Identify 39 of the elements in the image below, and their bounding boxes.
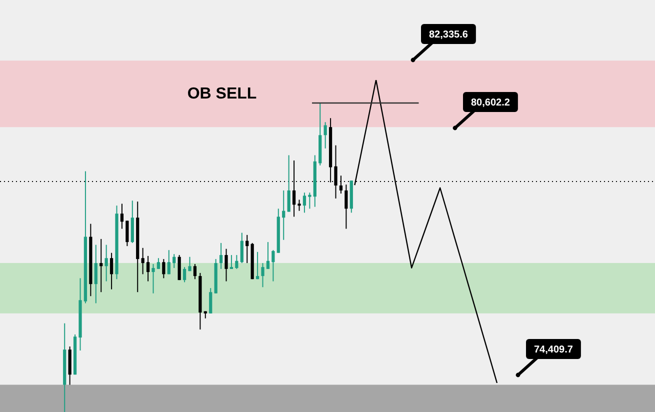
candlestick bbox=[230, 254, 234, 270]
candlestick bbox=[235, 254, 238, 270]
candlestick bbox=[219, 242, 223, 270]
candlestick bbox=[344, 184, 348, 230]
candlestick bbox=[104, 244, 108, 282]
candlestick bbox=[100, 238, 103, 293]
candlestick bbox=[209, 288, 212, 314]
candlestick bbox=[261, 262, 264, 288]
candlestick bbox=[172, 254, 176, 269]
candlestick bbox=[146, 255, 150, 282]
candlestick bbox=[287, 154, 290, 212]
text: 74,409.7 bbox=[534, 344, 574, 356]
band-label: OB SELL bbox=[187, 85, 257, 102]
candlestick bbox=[141, 247, 144, 275]
candlestick bbox=[272, 250, 275, 282]
annotation: 80,602.2 bbox=[470, 97, 510, 108]
candlestick bbox=[152, 263, 155, 294]
candlestick bbox=[224, 248, 228, 282]
candlestick bbox=[240, 232, 244, 264]
candlestick bbox=[162, 258, 166, 279]
candlestick bbox=[188, 256, 192, 272]
candlestick bbox=[298, 199, 301, 212]
candlestick bbox=[266, 242, 270, 270]
candlestick bbox=[302, 192, 306, 214]
candlestick bbox=[110, 252, 114, 290]
candlestick bbox=[182, 266, 186, 283]
candlestick bbox=[120, 203, 124, 230]
candlestick bbox=[256, 251, 260, 280]
candlestick bbox=[246, 234, 249, 264]
candlestick bbox=[324, 122, 327, 149]
candlestick bbox=[193, 263, 197, 280]
text: 82,335.6 bbox=[428, 29, 468, 40]
candlestick bbox=[282, 190, 286, 240]
candlestick bbox=[178, 254, 181, 281]
candlestick bbox=[156, 258, 160, 270]
candlestick bbox=[308, 192, 312, 210]
candlestick bbox=[167, 250, 170, 275]
candlestick bbox=[94, 244, 98, 304]
candlestick bbox=[126, 220, 129, 247]
